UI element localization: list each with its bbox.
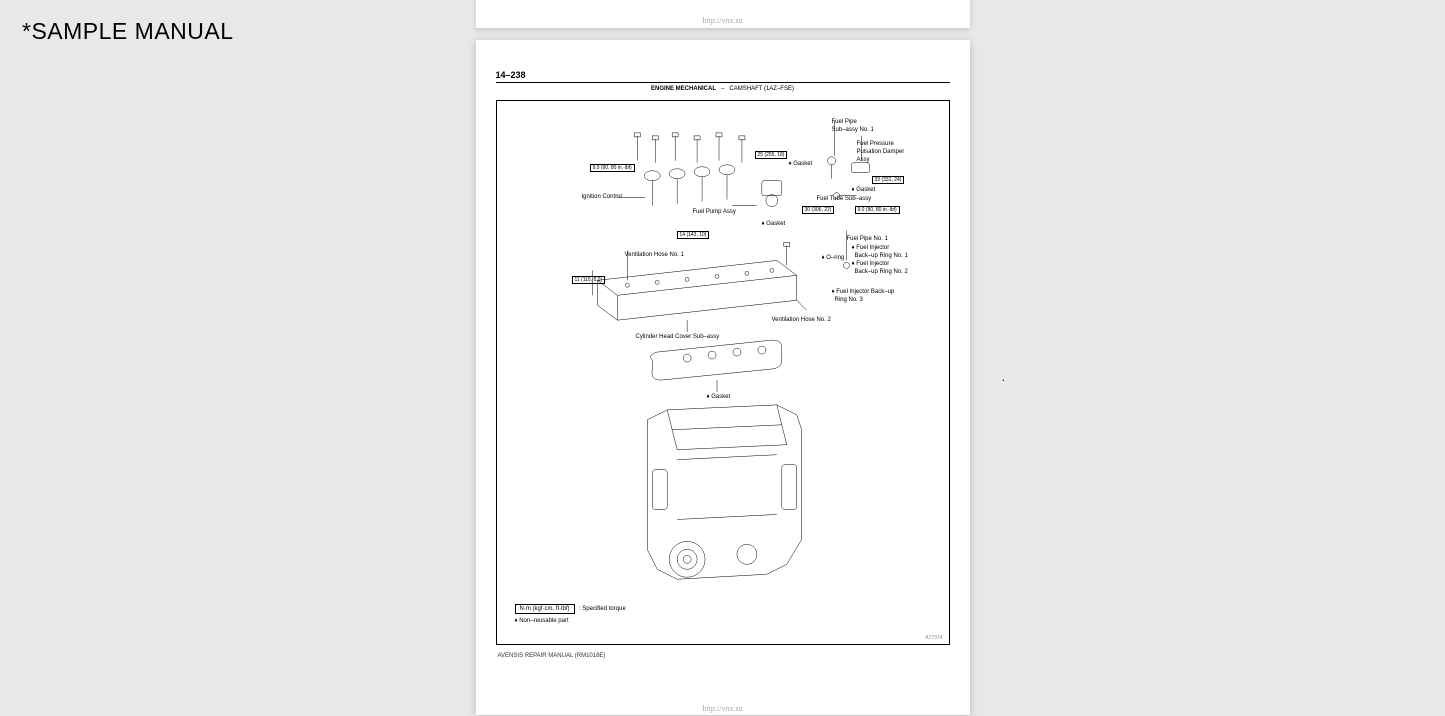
torque-2: 25 (255, 18) xyxy=(755,151,788,159)
label-assy: Assy xyxy=(857,157,870,163)
label-gasket-4: ♦ Gasket xyxy=(707,394,731,400)
label-backup1: Back–up Ring No. 1 xyxy=(855,253,908,259)
url-watermark-prev: http://vnx.su xyxy=(702,16,742,25)
page-header: ENGINE MECHANICAL – CAMSHAFT (1AZ–FSE) xyxy=(496,86,950,92)
label-fuel-inj-backup: ♦ Fuel Injector Back–up xyxy=(832,289,895,295)
label-pulsation-damper: Pulsation Damper xyxy=(857,149,905,155)
header-sep: – xyxy=(721,86,724,92)
legend-label: : Specified torque xyxy=(579,606,626,612)
label-fuel-tube: Fuel Tube Sub–assy xyxy=(817,196,872,202)
label-cylinder-cover: Cylinder Head Cover Sub–assy xyxy=(636,334,720,340)
label-gasket-2: ♦ Gasket xyxy=(852,187,876,193)
torque-1: 9.0 (90, 80 in.·lbf) xyxy=(590,164,635,172)
label-gasket-1: ♦ Gasket xyxy=(789,161,813,167)
torque-5: 9.0 (90, 80 in.·lbf) xyxy=(855,206,900,214)
label-vent1: Ventilation Hose No. 1 xyxy=(625,252,684,258)
label-fuel-pressure: Fuel Pressure xyxy=(857,141,894,147)
manual-footer: AVENSIS REPAIR MANUAL (RM1018E) xyxy=(498,653,950,659)
sample-watermark: *SAMPLE MANUAL xyxy=(22,18,234,45)
diagram-container: 9.0 (90, 80 in.·lbf) 25 (255, 18) 33 (33… xyxy=(496,100,950,645)
label-backup2: Back–up Ring No. 2 xyxy=(855,269,908,275)
label-fuel-pump: Fuel Pump Assy xyxy=(693,209,736,215)
diagram-legend: N·m (kgf·cm, ft·lbf) : Specified torque … xyxy=(515,597,931,624)
label-vent2: Ventilation Hose No. 2 xyxy=(772,317,831,323)
label-fuel-pipe-sub: Sub–assy No. 1 xyxy=(832,127,874,133)
label-fuel-inj2: ♦ Fuel Injector xyxy=(852,261,890,267)
url-watermark: http://vnx.su xyxy=(702,704,742,713)
label-oring: ♦ O–ring xyxy=(822,255,845,261)
label-ignition: Ignition Control xyxy=(582,194,622,200)
label-ring3: Ring No. 3 xyxy=(835,297,863,303)
torque-4: 30 (306, 22) xyxy=(802,206,835,214)
header-subsection: CAMSHAFT (1AZ–FSE) xyxy=(729,86,794,92)
torque-6: 14 (143, 10) xyxy=(677,231,710,239)
page-number: 14–238 xyxy=(496,70,950,80)
label-fuel-inj1: ♦ Fuel Injector xyxy=(852,245,890,251)
label-gasket-3: ♦ Gasket xyxy=(762,221,786,227)
nonreusable-note: ♦ Non–reusable part xyxy=(515,618,931,624)
torque-7: 11 (115, 8.0) xyxy=(572,276,606,284)
torque-3: 33 (331, 24) xyxy=(872,176,905,184)
previous-page-stub: http://vnx.su xyxy=(476,0,970,28)
header-section: ENGINE MECHANICAL xyxy=(651,86,716,92)
diagram-code: A77374 xyxy=(925,635,942,641)
label-fuel-pipe: Fuel Pipe xyxy=(832,119,857,125)
legend-units: N·m (kgf·cm, ft·lbf) xyxy=(515,604,575,614)
document-page: 14–238 ENGINE MECHANICAL – CAMSHAFT (1AZ… xyxy=(476,40,970,715)
header-rule xyxy=(496,82,950,83)
label-fuel-pipe-no1: Fuel Pipe No. 1 xyxy=(847,236,888,242)
page-container: http://vnx.su 14–238 ENGINE MECHANICAL –… xyxy=(476,0,970,715)
dot-marker: . xyxy=(1002,370,1005,384)
